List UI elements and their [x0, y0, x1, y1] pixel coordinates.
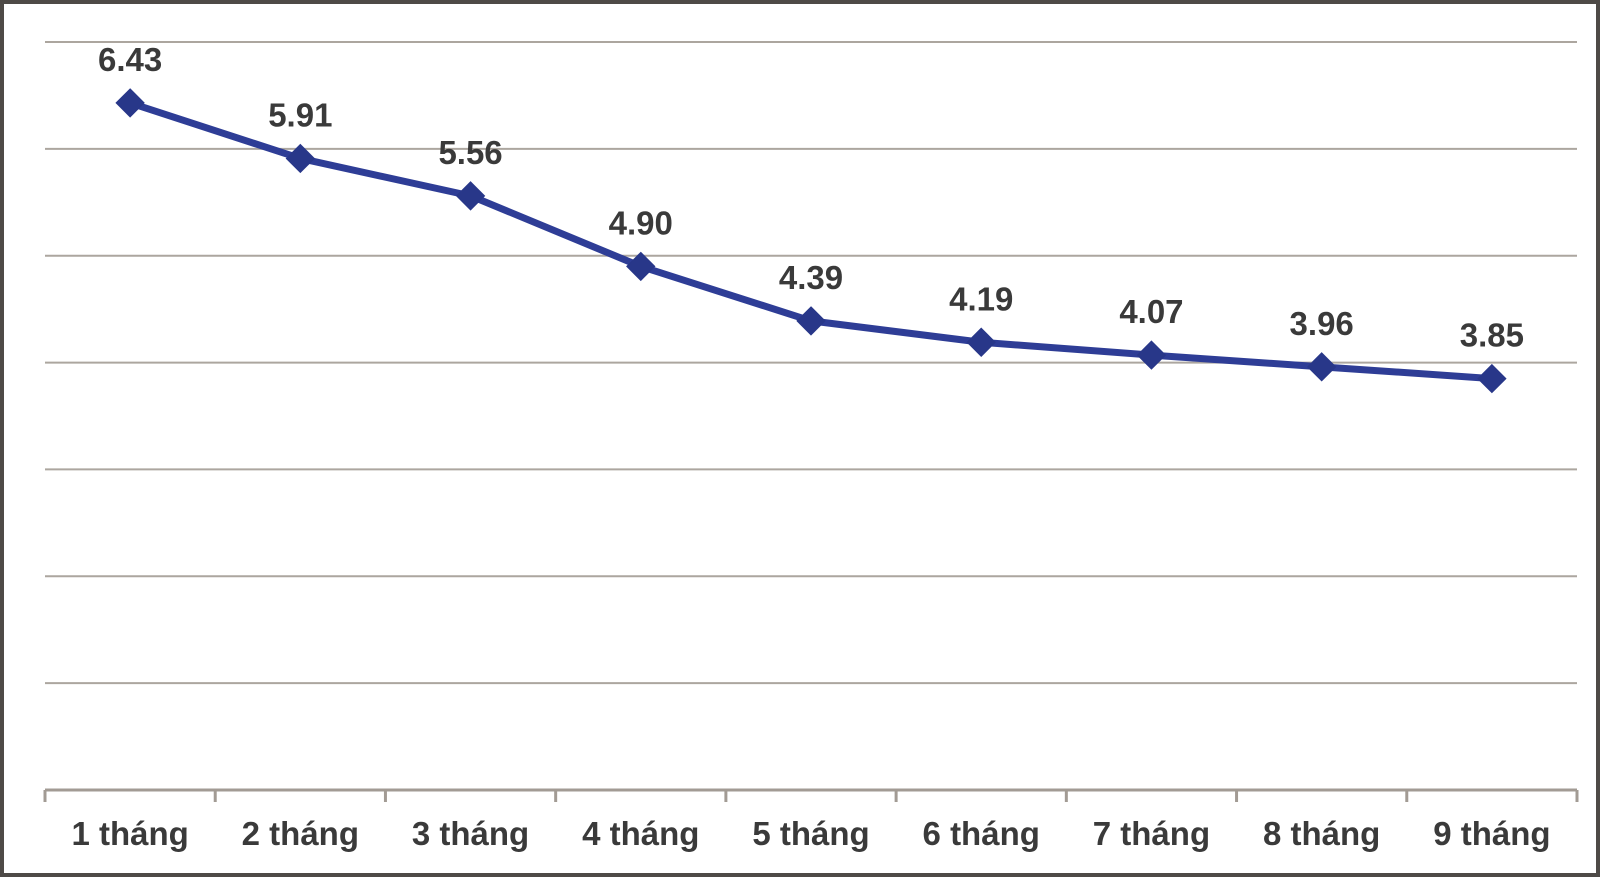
data-point-marker [115, 88, 145, 118]
data-point-label: 6.43 [98, 41, 162, 78]
x-axis-label: 7 tháng [1093, 815, 1210, 852]
data-point-label: 5.56 [438, 134, 502, 171]
data-point-label: 4.07 [1119, 293, 1183, 330]
data-point-marker [1306, 352, 1337, 382]
data-point-label: 3.96 [1290, 305, 1354, 342]
data-point-label: 3.85 [1460, 317, 1524, 354]
data-point-marker [966, 327, 996, 357]
x-axis-label: 5 tháng [752, 815, 869, 852]
data-point-marker [626, 251, 656, 282]
data-point-label: 5.91 [268, 96, 332, 133]
data-point-label: 4.19 [949, 280, 1013, 317]
data-point-marker [1477, 363, 1507, 394]
data-point-label: 4.90 [609, 204, 673, 241]
x-axis-label: 3 tháng [412, 815, 529, 852]
x-axis-label: 2 tháng [242, 815, 359, 852]
x-axis-label: 4 tháng [582, 815, 699, 852]
data-point-label: 4.39 [779, 259, 843, 296]
x-axis-label: 6 tháng [923, 815, 1040, 852]
data-point-marker [285, 143, 316, 174]
x-axis-label: 9 tháng [1433, 815, 1550, 852]
data-point-marker [1136, 340, 1167, 370]
data-point-marker [455, 181, 486, 211]
x-axis-label: 1 tháng [71, 815, 188, 852]
data-point-marker [796, 306, 826, 336]
x-axis-label: 8 tháng [1263, 815, 1380, 852]
